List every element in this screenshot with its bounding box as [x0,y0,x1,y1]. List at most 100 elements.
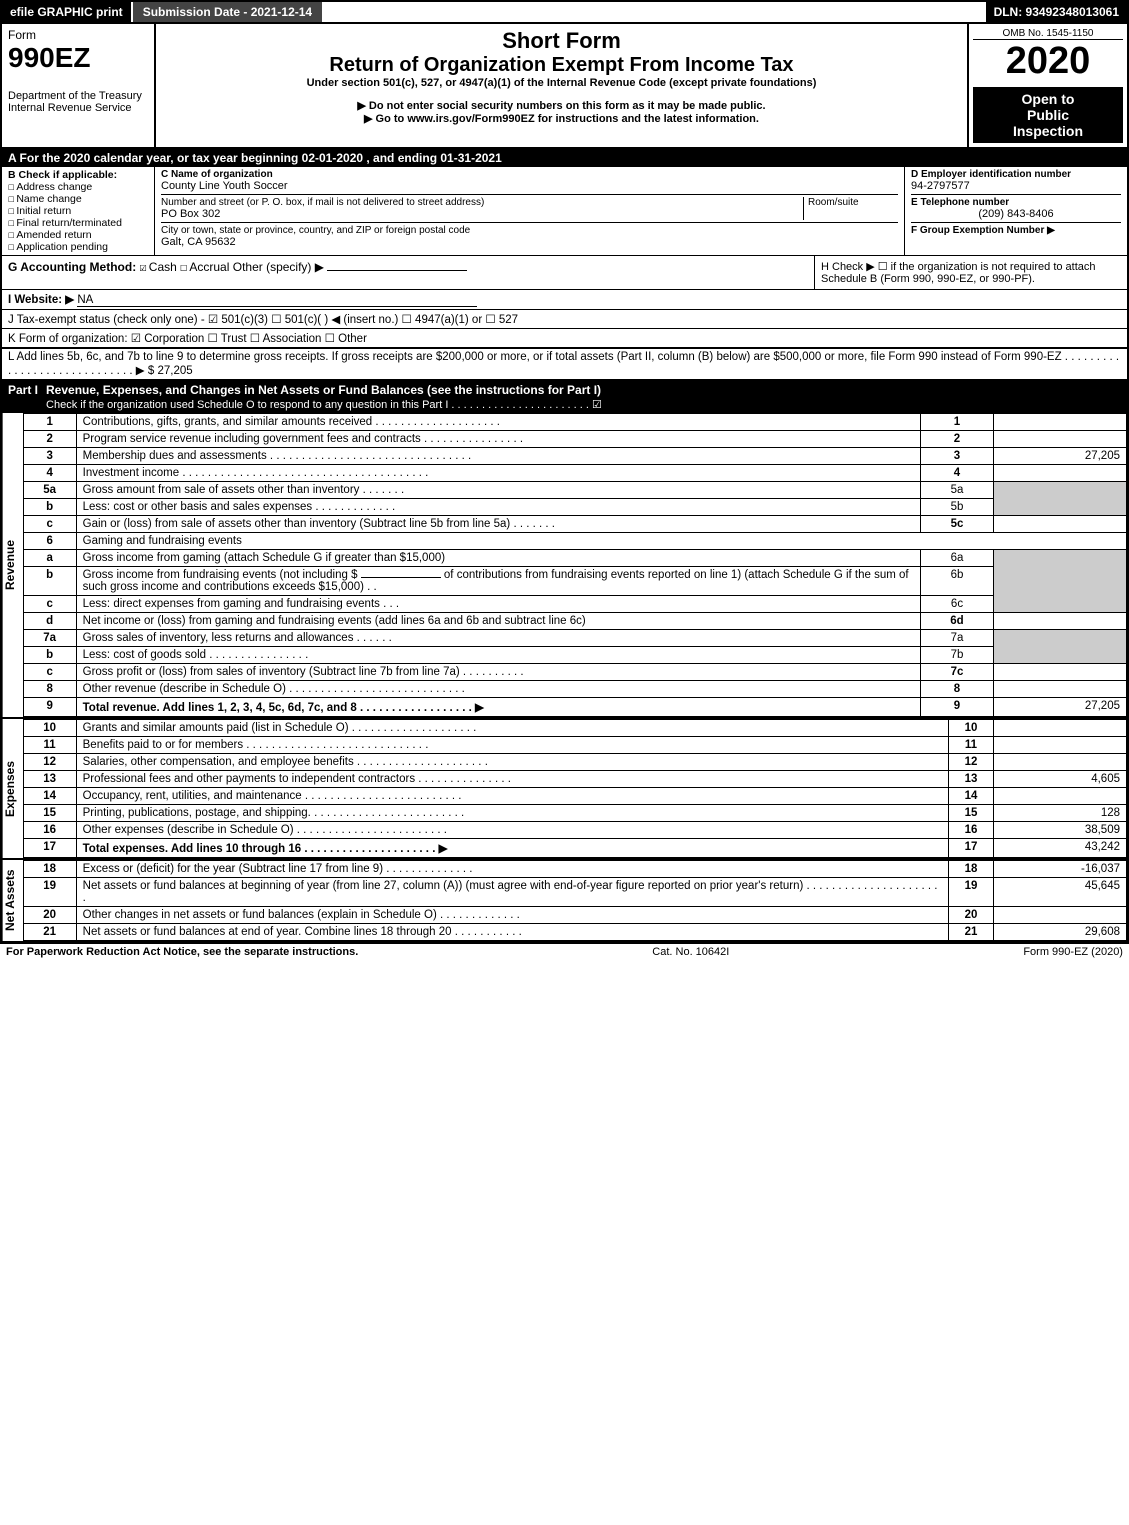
g-h-row: G Accounting Method: Cash Accrual Other … [0,256,1129,290]
info-block: B Check if applicable: Address change Na… [0,167,1129,256]
line-17: 17Total expenses. Add lines 10 through 1… [23,839,1126,858]
cb-cash[interactable]: Cash [140,260,177,274]
section-h: H Check ▶ ☐ if the organization is not r… [814,256,1127,289]
top-bar: efile GRAPHIC print Submission Date - 20… [0,0,1129,22]
cb-pending[interactable]: Application pending [8,241,148,253]
line-5a: 5aGross amount from sale of assets other… [23,482,1126,499]
efile-label: efile GRAPHIC print [2,2,131,22]
i-label: I Website: ▶ [8,294,74,306]
netassets-section: Net Assets 18Excess or (deficit) for the… [0,860,1129,943]
line-14: 14Occupancy, rent, utilities, and mainte… [23,788,1126,805]
omb-label: OMB No. 1545-1150 [973,28,1123,40]
line-20: 20Other changes in net assets or fund ba… [23,907,1126,924]
line-10: 10Grants and similar amounts paid (list … [23,720,1126,737]
submission-date: Submission Date - 2021-12-14 [131,2,322,22]
open-1: Open to [977,91,1119,107]
part1-label: Part I [8,383,46,411]
line-5b: bLess: cost or other basis and sales exp… [23,499,1126,516]
g-label: G Accounting Method: [8,260,136,274]
group-label: F Group Exemption Number ▶ [911,225,1121,236]
line-19: 19Net assets or fund balances at beginni… [23,878,1126,907]
line-13: 13Professional fees and other payments t… [23,771,1126,788]
cb-initial[interactable]: Initial return [8,205,148,217]
open-2: Public [977,107,1119,123]
section-c: C Name of organization County Line Youth… [154,167,904,255]
ein-label: D Employer identification number [911,169,1121,180]
return-title: Return of Organization Exempt From Incom… [160,54,963,77]
section-l: L Add lines 5b, 6c, and 7b to line 9 to … [0,349,1129,381]
line-21: 21Net assets or fund balances at end of … [23,924,1126,941]
line-7c: cGross profit or (loss) from sales of in… [23,664,1126,681]
footer: For Paperwork Reduction Act Notice, see … [0,943,1129,960]
cb-final[interactable]: Final return/terminated [8,217,148,229]
cb-amended[interactable]: Amended return [8,229,148,241]
org-name: County Line Youth Soccer [161,180,898,192]
g-other: Other (specify) ▶ [233,260,324,274]
open-3: Inspection [977,123,1119,139]
section-k: K Form of organization: ☑ Corporation ☐ … [0,329,1129,349]
line-2: 2Program service revenue including gover… [23,431,1126,448]
subtitle: Under section 501(c), 527, or 4947(a)(1)… [160,77,963,89]
dept-label: Department of the Treasury [8,90,148,102]
line-6b: bGross income from fundraising events (n… [23,567,1126,596]
section-b: B Check if applicable: Address change Na… [2,167,154,255]
line-1: 1Contributions, gifts, grants, and simil… [23,414,1126,431]
section-i: I Website: ▶ NA [0,290,1129,310]
line-16: 16Other expenses (describe in Schedule O… [23,822,1126,839]
dln-label: DLN: 93492348013061 [986,2,1127,22]
line-6c: cLess: direct expenses from gaming and f… [23,596,1126,613]
cb-accrual[interactable]: Accrual [180,260,229,274]
revenue-vert: Revenue [2,413,23,717]
b-header: B Check if applicable: [8,169,148,181]
section-d: D Employer identification number 94-2797… [904,167,1127,255]
line-18: 18Excess or (deficit) for the year (Subt… [23,861,1126,878]
ein-value: 94-2797577 [911,180,1121,192]
line-9: 9Total revenue. Add lines 1, 2, 3, 4, 5c… [23,698,1126,717]
irs-label: Internal Revenue Service [8,102,148,114]
warn-2: ▶ Go to www.irs.gov/Form990EZ for instru… [160,112,963,125]
section-j: J Tax-exempt status (check only one) - ☑… [0,310,1129,329]
tax-year: 2020 [973,40,1123,83]
line-7a: 7aGross sales of inventory, less returns… [23,630,1126,647]
revenue-section: Revenue 1Contributions, gifts, grants, a… [0,413,1129,719]
line-6d: dNet income or (loss) from gaming and fu… [23,613,1126,630]
city-label: City or town, state or province, country… [161,225,898,236]
l-amount: 27,205 [157,365,192,377]
part1-header: Part I Revenue, Expenses, and Changes in… [0,381,1129,413]
street-value: PO Box 302 [161,208,803,220]
header-left: Form 990EZ Department of the Treasury In… [2,24,156,147]
line-12: 12Salaries, other compensation, and empl… [23,754,1126,771]
website-value: NA [77,294,477,307]
part1-instr: Check if the organization used Schedule … [46,399,602,411]
footer-mid: Cat. No. 10642I [652,946,729,958]
line-11: 11Benefits paid to or for members . . . … [23,737,1126,754]
short-form-title: Short Form [160,28,963,54]
line-6a: aGross income from gaming (attach Schedu… [23,550,1126,567]
header-mid: Short Form Return of Organization Exempt… [156,24,969,147]
line-15: 15Printing, publications, postage, and s… [23,805,1126,822]
form-header: Form 990EZ Department of the Treasury In… [0,22,1129,149]
room-label: Room/suite [803,197,898,220]
warn-1: ▶ Do not enter social security numbers o… [160,99,963,112]
period-row: A For the 2020 calendar year, or tax yea… [0,149,1129,167]
expenses-vert: Expenses [2,719,23,858]
city-value: Galt, CA 95632 [161,236,898,248]
expenses-section: Expenses 10Grants and similar amounts pa… [0,719,1129,860]
part1-title: Revenue, Expenses, and Changes in Net As… [46,383,601,397]
line-5c: cGain or (loss) from sale of assets othe… [23,516,1126,533]
cb-name[interactable]: Name change [8,193,148,205]
cb-address[interactable]: Address change [8,181,148,193]
form-number: 990EZ [8,42,148,74]
header-right: OMB No. 1545-1150 2020 Open to Public In… [969,24,1127,147]
open-public-box: Open to Public Inspection [973,87,1123,143]
line-8: 8Other revenue (describe in Schedule O) … [23,681,1126,698]
line-6: 6Gaming and fundraising events [23,533,1126,550]
line-3: 3Membership dues and assessments . . . .… [23,448,1126,465]
footer-right: Form 990-EZ (2020) [1023,946,1123,958]
c-label: C Name of organization [161,169,898,180]
phone-label: E Telephone number [911,197,1121,208]
netassets-vert: Net Assets [2,860,23,941]
footer-left: For Paperwork Reduction Act Notice, see … [6,946,358,958]
line-4: 4Investment income . . . . . . . . . . .… [23,465,1126,482]
section-g: G Accounting Method: Cash Accrual Other … [2,256,814,289]
